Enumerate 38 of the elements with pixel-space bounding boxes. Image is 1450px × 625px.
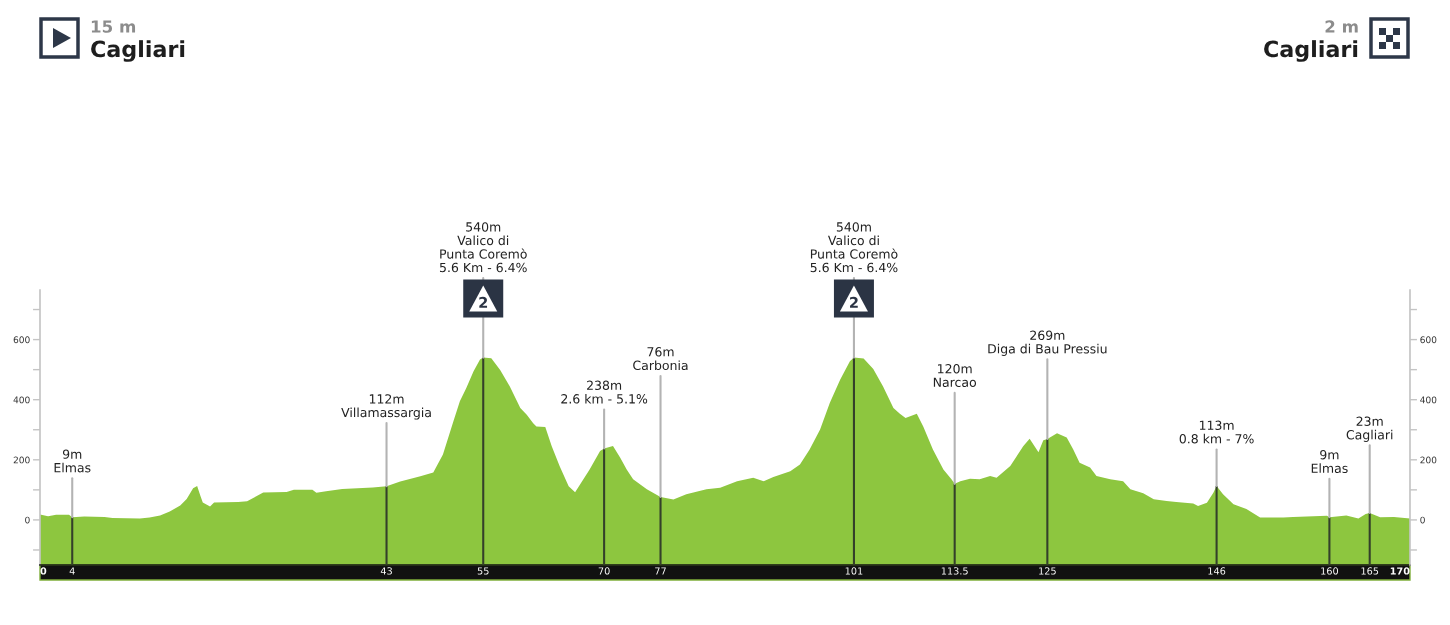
annotation: 112m Villamassargia: [341, 394, 431, 420]
y2-tick-label: 200: [1420, 456, 1437, 464]
y-tick-label: 600: [13, 336, 30, 344]
annotation: 76m Carbonia: [633, 347, 688, 371]
annotation: 540m Valico di Punta Coremò 5.6 Km - 6.4%: [439, 222, 527, 273]
annotation: 269m Diga di Bau Pressiu: [988, 330, 1107, 356]
text: 15 m: [91, 20, 136, 33]
annotation: 113m 0.8 km - 7%: [1179, 420, 1254, 444]
x-tick-label: 170: [1390, 567, 1410, 575]
x-tick-label: 70: [598, 567, 610, 575]
x-tick-label: 101: [845, 567, 863, 575]
x-tick-label: 0: [40, 567, 47, 575]
text: 2 m: [1325, 20, 1358, 33]
annotation: 2: [850, 296, 858, 308]
y2-tick-label: 0: [1420, 516, 1425, 524]
x-tick-label: 43: [380, 567, 392, 575]
x-tick-label: 55: [477, 567, 489, 575]
y2-tick-label: 400: [1420, 396, 1437, 404]
x-tick-label: 146: [1208, 567, 1226, 575]
annotation: 2: [479, 296, 488, 308]
y-tick-label: 400: [13, 396, 30, 404]
annotation: 9m Elmas: [1311, 450, 1348, 473]
text: Cagliari: [91, 40, 185, 62]
x-tick-label: 160: [1321, 567, 1339, 575]
y-tick-label: 200: [13, 456, 30, 464]
text: Cagliari: [1264, 40, 1358, 62]
x-tick-label: 77: [655, 567, 666, 575]
x-tick-label: 125: [1039, 567, 1056, 575]
annotation: 23m Cagliari: [1346, 416, 1393, 442]
x-tick-label: 4: [69, 567, 75, 575]
y-tick-label: 0: [25, 516, 30, 524]
annotation: 540m Valico di Punta Coremò 5.6 Km - 6.4%: [810, 222, 898, 273]
y2-tick-label: 600: [1420, 336, 1437, 344]
annotation: 9m Elmas: [54, 449, 91, 473]
annotation: 120m Narcao: [933, 364, 977, 387]
x-tick-label: 113.5: [941, 567, 968, 575]
annotation: 238m 2.6 km - 5.1%: [561, 380, 648, 404]
x-tick-label: 165: [1361, 567, 1379, 575]
